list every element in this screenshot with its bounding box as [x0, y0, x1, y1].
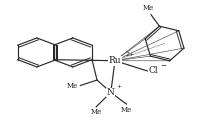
Text: Me: Me [67, 82, 78, 90]
Text: Ru: Ru [109, 56, 121, 65]
Text: Me: Me [121, 106, 132, 114]
Text: 2+: 2+ [125, 52, 134, 57]
Text: N: N [107, 88, 115, 97]
Text: Me: Me [90, 108, 102, 116]
Text: Me: Me [143, 4, 154, 12]
Text: +: + [117, 84, 122, 89]
Text: Cl: Cl [149, 66, 158, 75]
Text: −: − [160, 63, 166, 69]
